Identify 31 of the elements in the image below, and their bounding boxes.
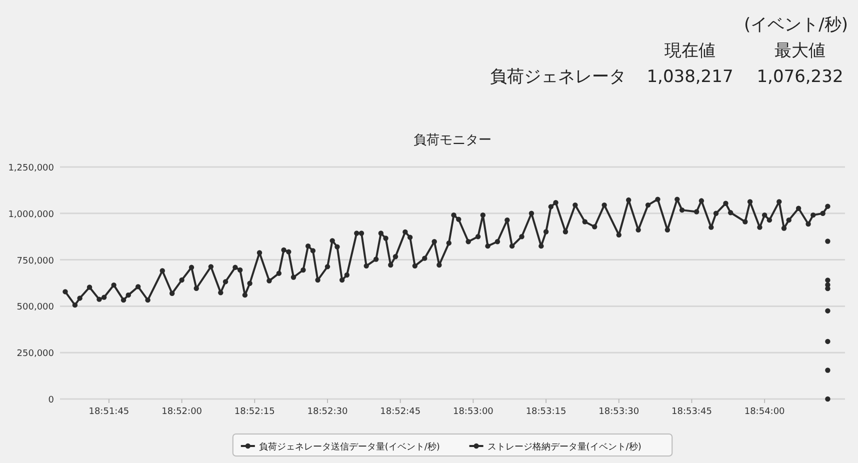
legend-label: 負荷ジェネレータ送信データ量(イベント/秒) (258, 442, 440, 452)
x-tick-label: 18:52:00 (162, 407, 202, 417)
y-tick-label: 1,250,000 (8, 164, 54, 174)
point (825, 338, 830, 344)
point (825, 368, 830, 373)
text: (イベント/秒) (744, 15, 848, 35)
text: 最大値 (774, 41, 826, 61)
legend-label: ストレージ格納データ量(イベント/秒) (487, 442, 642, 452)
x-tick-label: 18:52:15 (234, 407, 275, 417)
y-tick-label: 0 (48, 396, 54, 406)
x-tick-label: 18:52:30 (307, 407, 348, 417)
x-tick-label: 18:52:45 (380, 407, 421, 417)
x-tick-label: 18:51:45 (88, 407, 130, 417)
x-tick-label: 18:53:15 (526, 407, 566, 417)
point (825, 238, 830, 244)
point (825, 308, 830, 314)
y-tick-label: 500,000 (16, 302, 54, 313)
point (825, 278, 830, 283)
x-tick-label: 18:53:00 (452, 407, 494, 417)
chart-title: 負荷モニター (414, 133, 492, 148)
y-tick-label: 750,000 (16, 256, 54, 266)
text: 1,076,232 (756, 67, 844, 87)
point (825, 396, 830, 402)
text: 1,038,217 (646, 67, 734, 87)
x-tick-label: 18:54:00 (744, 407, 786, 417)
text: 現在値 (664, 41, 716, 61)
text: 負荷ジェネレータ (490, 67, 626, 87)
y-tick-label: 250,000 (16, 349, 54, 360)
y-tick-label: 1,000,000 (8, 210, 54, 220)
x-tick-label: 18:53:45 (672, 407, 712, 417)
x-tick-label: 18:53:30 (598, 407, 640, 417)
